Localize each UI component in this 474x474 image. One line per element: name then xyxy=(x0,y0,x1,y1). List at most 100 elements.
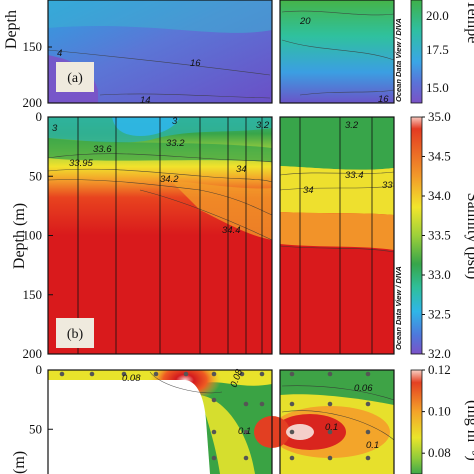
panel-c-sample-dot xyxy=(289,455,295,461)
panel-c-colorbar-tick-label: 0.10 xyxy=(428,404,451,419)
panel-c-sample-dot xyxy=(259,401,265,407)
panel-c-sample-dot xyxy=(211,397,217,403)
panel-c-colorbar-tick-label: 0.08 xyxy=(428,445,451,460)
panel-a-contour xyxy=(281,10,394,16)
panel-c-colorbar-tick-label: 0.12 xyxy=(428,362,451,377)
panel-c-sample-dot xyxy=(211,371,217,377)
panel-c-sample-dot xyxy=(243,455,249,461)
panel-a-contour xyxy=(281,39,394,61)
panel-b-contour-label: 34.2 xyxy=(160,174,179,185)
panel-c-frame-left xyxy=(47,369,273,474)
panel-b-ytick-label: 100 xyxy=(23,228,43,243)
panel-a-label: (a) xyxy=(67,71,83,86)
panel-b-ytick-label: 0 xyxy=(36,109,43,124)
panel-b-colorbar-tick-label: 34.0 xyxy=(428,188,451,203)
panel-b-right-yellow xyxy=(280,166,394,215)
panel-b-ytick-label: 50 xyxy=(29,168,42,183)
panel-a-contour-label: 4 xyxy=(57,48,62,59)
panel-b-label-box xyxy=(56,318,94,348)
panel-c-colorbar xyxy=(410,369,423,474)
panel-b-orange-tongue xyxy=(170,180,272,240)
panel-b-colorbar-tick-label: 33.5 xyxy=(428,228,451,243)
panel-c-contour-label: 0.06 xyxy=(354,383,373,394)
panel-a-contour-label: 16 xyxy=(378,94,389,105)
panel-c-sample-dot xyxy=(211,429,217,435)
panel-c-ylabel: (m) xyxy=(11,451,28,474)
panel-a-contour-label: 16 xyxy=(190,58,201,69)
panel-b-contour-label: 33.6 xyxy=(93,144,112,155)
panel-c-sample-dot xyxy=(327,401,333,407)
panel-c-sample-dot xyxy=(259,371,265,377)
panel-c-sample-dot xyxy=(243,429,249,435)
panel-b-contour xyxy=(279,185,394,191)
panel-a-colorbar xyxy=(410,0,423,104)
panel-a-contour xyxy=(99,93,271,99)
panel-b-contour xyxy=(139,189,273,241)
panel-b-contour-label: 33.2 xyxy=(166,138,185,149)
panel-b-contour-label: 3.2 xyxy=(345,120,359,131)
panel-b-contour-label: 3 xyxy=(172,116,178,127)
panel-a-watermark: Ocean Data View / DIVA xyxy=(394,18,403,102)
panel-b-ytick-label: 150 xyxy=(23,287,43,302)
panel-b-colorbar-tick-label: 32.5 xyxy=(428,307,451,322)
panel-a-colorbar-tick: 17.5 xyxy=(426,42,449,57)
panel-c-sample-dot xyxy=(289,371,295,377)
panel-c-contour-label: 0.08 xyxy=(122,373,141,384)
panel-b-right-orange xyxy=(280,212,394,250)
panel-b-contour-label: 34 xyxy=(236,164,247,175)
panel-a-ytick-label: 200 xyxy=(23,95,43,110)
panel-c-sample-dot xyxy=(365,371,371,377)
panel-b-contour xyxy=(279,171,394,176)
panel-b-contour-label: 34 xyxy=(303,185,314,196)
panel-c-sample-dot xyxy=(243,401,249,407)
panel-b-frame-right xyxy=(279,116,395,355)
panel-a-warm-top xyxy=(48,0,272,33)
panel-b-contour xyxy=(279,245,394,253)
panel-b-contour-label: 33.95 xyxy=(69,158,93,169)
panel-c-sample-dot xyxy=(211,455,217,461)
panel-b-contour xyxy=(48,179,273,216)
panel-c-contour xyxy=(281,410,394,441)
panel-a-contour xyxy=(48,49,271,76)
panel-c-sample-dot xyxy=(121,371,127,377)
panel-c-ytick-label: 50 xyxy=(29,421,42,436)
panel-a-frame-left xyxy=(47,0,273,104)
panel-a-ytick-label: 150 xyxy=(23,39,43,54)
panel-b-colorbar-tick-label: 34.5 xyxy=(428,149,451,164)
panel-b-blue-patch xyxy=(112,117,180,136)
panel-c-no-data xyxy=(48,380,210,474)
panel-c-sample-dot xyxy=(183,371,189,377)
panel-c-sample-dot xyxy=(89,371,95,377)
panel-a-contour xyxy=(299,89,394,96)
panel-b-label: (b) xyxy=(67,327,84,342)
panel-b-contour xyxy=(48,153,273,163)
panel-c-chlorophyll: 0.08 0.08 0.06 0.1 0.1 0.1 050 (m) 0.120… xyxy=(11,362,474,474)
panel-b-colorbar-label: Salinity (psu) xyxy=(464,193,474,280)
panel-c-sample-dot xyxy=(239,371,245,377)
panel-c-colorbar-ticks: 0.12 0.10 0.08 xyxy=(422,362,451,460)
panel-c-yticks: 0 50 xyxy=(29,362,53,436)
panel-a-colorbar-tick: 20.0 xyxy=(426,8,449,23)
panel-b-colorbar-tick-label: 35.0 xyxy=(428,109,451,124)
panel-a-right-field xyxy=(280,0,394,103)
panel-b-contour-label: 33.4 xyxy=(345,170,364,181)
panel-a-contour-label: 20 xyxy=(299,16,311,27)
panel-b-contour-label: 3 xyxy=(52,123,58,134)
panel-c-sample-dot xyxy=(327,371,333,377)
panel-c-sample-dot xyxy=(289,401,295,407)
panel-b-right-green xyxy=(280,117,394,170)
panel-b-yticks: 0 50 100 150 200 xyxy=(23,109,53,361)
panel-b-ytick-label: 200 xyxy=(23,346,43,361)
panel-c-sample-dot xyxy=(59,371,65,377)
panel-c-sample-dot xyxy=(365,401,371,407)
panel-c-ytick-label: 0 xyxy=(36,362,43,377)
panel-c-sample-dot xyxy=(153,371,159,377)
panel-a-colorbar-label: Tempe xyxy=(464,0,474,43)
panel-a-yticks xyxy=(48,46,52,104)
panel-c-sample-dot xyxy=(365,455,371,461)
panel-b-salinity: 3 3 3.2 3.2 33.6 33.2 33.95 34.2 34 33.4… xyxy=(11,109,474,361)
panel-a-contour-label: 14 xyxy=(140,95,151,106)
panel-c-contour xyxy=(149,371,223,394)
panel-c-sample-dot xyxy=(327,455,333,461)
